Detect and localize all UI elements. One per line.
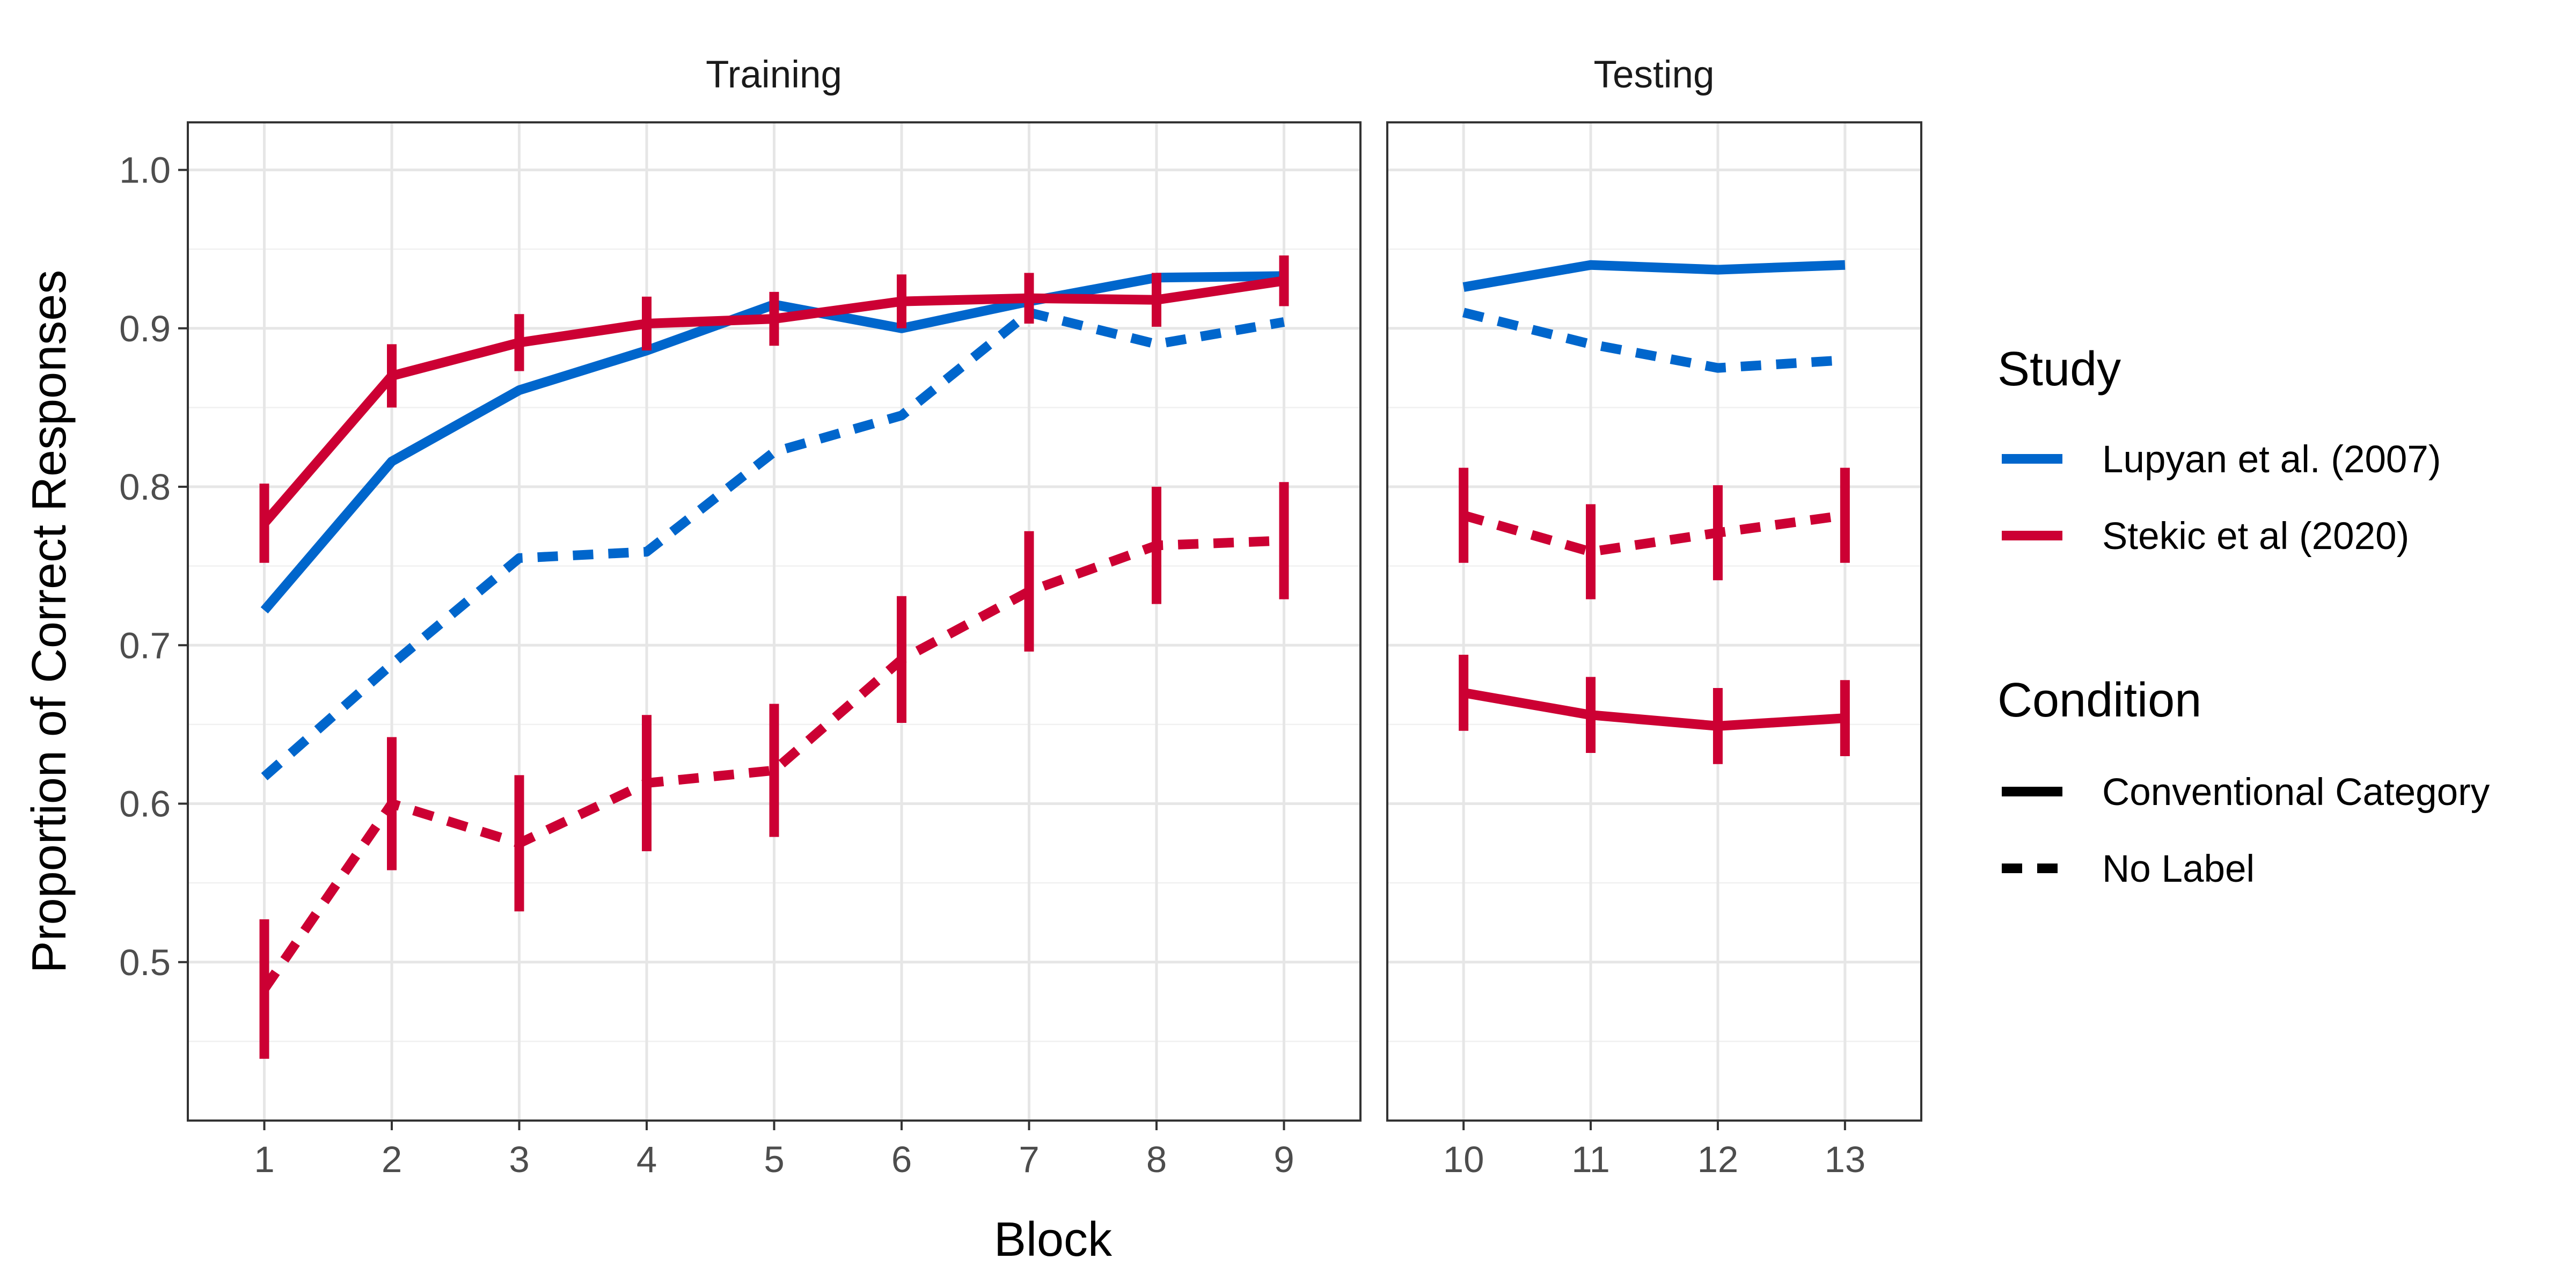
panel-training-title: Training <box>706 54 842 96</box>
x-axis-title: Block <box>994 1213 1113 1267</box>
legend-item-lupyan: Lupyan et al. (2007) <box>2002 438 2441 481</box>
x-tick-label: 10 <box>1443 1139 1484 1180</box>
y-axis: 0.5 0.6 0.7 0.8 0.9 1.0 <box>119 150 188 983</box>
legend-study-title: Study <box>1997 342 2121 396</box>
x-tick-label: 3 <box>509 1139 529 1180</box>
panel-testing-series <box>1459 260 1850 764</box>
y-tick-label: 0.8 <box>119 466 171 508</box>
legend-label-stekic: Stekic et al (2020) <box>2102 515 2409 558</box>
y-tick-label: 0.9 <box>119 308 171 349</box>
legend-item-stekic: Stekic et al (2020) <box>2002 515 2409 558</box>
series-line-lupyan-et-al-2007-no-label <box>261 308 1285 781</box>
panel-training: Training 1 2 3 4 5 6 7 8 9 <box>187 54 1362 1180</box>
x-tick-label: 5 <box>764 1139 784 1180</box>
legend-condition-title: Condition <box>1997 674 2201 727</box>
x-tick-label: 11 <box>1571 1139 1610 1180</box>
legend-item-conventional: Conventional Category <box>2002 771 2490 814</box>
y-axis-title: Proportion of Correct Responses <box>23 270 76 974</box>
legend-item-no-label: No Label <box>2002 848 2255 890</box>
series-line-stekic-et-al-2020-no-label <box>1462 510 1846 557</box>
legend: Study Lupyan et al. (2007) Stekic et al … <box>1997 342 2490 890</box>
panel-testing: Testing 10 11 12 13 <box>1386 54 1922 1180</box>
x-tick-label: 13 <box>1824 1139 1865 1180</box>
y-tick-label: 0.5 <box>119 942 171 983</box>
panel-testing-border <box>1386 121 1922 1122</box>
x-tick-label: 4 <box>636 1139 657 1180</box>
panel-testing-x-axis: 10 11 12 13 <box>1443 1121 1865 1180</box>
y-tick-label: 0.7 <box>119 625 171 666</box>
x-tick-label: 7 <box>1019 1139 1039 1180</box>
legend-label-conventional: Conventional Category <box>2102 771 2490 814</box>
series-line-stekic-et-al-2020-no-label <box>260 536 1284 992</box>
x-tick-label: 12 <box>1697 1139 1739 1180</box>
series-line-stekic-et-al-2020-conventional-category <box>1462 688 1846 731</box>
x-tick-label: 6 <box>891 1139 912 1180</box>
panel-testing-grid <box>1387 122 1921 1121</box>
x-tick-label: 8 <box>1146 1139 1167 1180</box>
x-tick-label: 2 <box>382 1139 402 1180</box>
series-line-lupyan-et-al-2007-no-label <box>1462 308 1846 373</box>
legend-label-lupyan: Lupyan et al. (2007) <box>2102 438 2441 481</box>
panel-training-x-axis: 1 2 3 4 5 6 7 8 9 <box>254 1121 1294 1180</box>
series-line-lupyan-et-al-2007-conventional-category <box>1462 260 1846 292</box>
panel-training-series <box>259 255 1289 1059</box>
x-tick-label: 9 <box>1274 1139 1294 1180</box>
legend-label-no-label: No Label <box>2102 848 2255 890</box>
x-tick-label: 1 <box>254 1139 274 1180</box>
y-tick-label: 0.6 <box>119 784 171 825</box>
y-tick-label: 1.0 <box>119 150 171 191</box>
panel-testing-title: Testing <box>1594 54 1715 96</box>
